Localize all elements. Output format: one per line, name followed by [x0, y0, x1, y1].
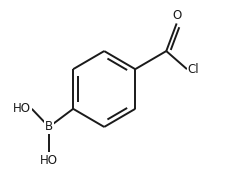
Text: B: B — [45, 121, 53, 134]
Text: HO: HO — [13, 102, 31, 115]
Text: HO: HO — [40, 154, 58, 167]
Text: Cl: Cl — [188, 63, 199, 76]
Text: O: O — [172, 9, 181, 22]
